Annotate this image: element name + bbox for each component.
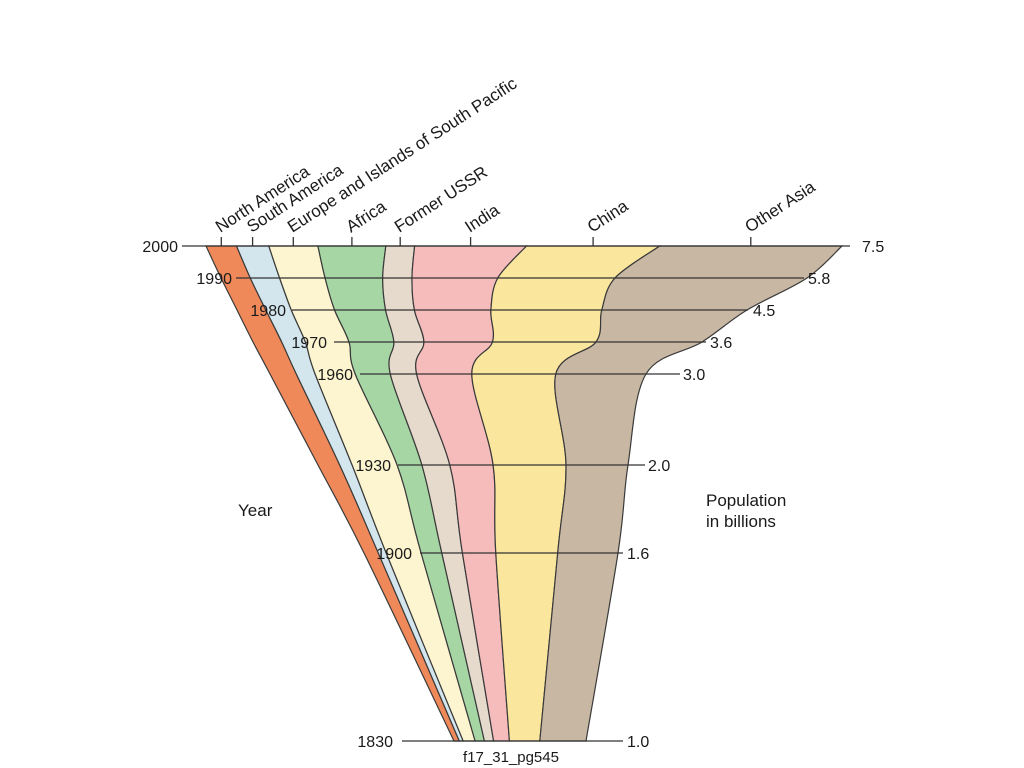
region-ticks xyxy=(220,237,752,246)
figure-caption: f17_31_pg545 xyxy=(463,749,559,766)
population-label-1990: 5.8 xyxy=(808,271,830,288)
population-label-1960: 3.0 xyxy=(683,367,705,384)
region-label-other-asia: Other Asia xyxy=(742,177,819,236)
population-label-1970: 3.6 xyxy=(710,335,732,352)
year-label-1830: 1830 xyxy=(357,734,393,751)
region-bands xyxy=(205,245,844,742)
year-label-1960: 1960 xyxy=(317,367,353,384)
year-label-1900: 1900 xyxy=(376,546,412,563)
year-label-1980: 1980 xyxy=(250,303,286,320)
region-label-china: China xyxy=(584,196,632,236)
year-label-1970: 1970 xyxy=(291,335,327,352)
population-label-1980: 4.5 xyxy=(753,303,775,320)
population-label-1930: 2.0 xyxy=(648,458,670,475)
population-axis-title-line1: Population xyxy=(706,491,786,510)
population-label-2000: 7.5 xyxy=(862,239,884,256)
region-label-africa: Africa xyxy=(343,196,390,236)
region-label-india: India xyxy=(461,200,503,236)
population-axis-title-line2: in billions xyxy=(706,512,776,531)
population-label-1830: 1.0 xyxy=(627,734,649,751)
year-label-1930: 1930 xyxy=(355,458,391,475)
population-label-1900: 1.6 xyxy=(627,546,649,563)
year-label-2000: 2000 xyxy=(142,239,178,256)
year-label-1990: 1990 xyxy=(196,271,232,288)
year-axis-title: Year xyxy=(238,501,273,520)
